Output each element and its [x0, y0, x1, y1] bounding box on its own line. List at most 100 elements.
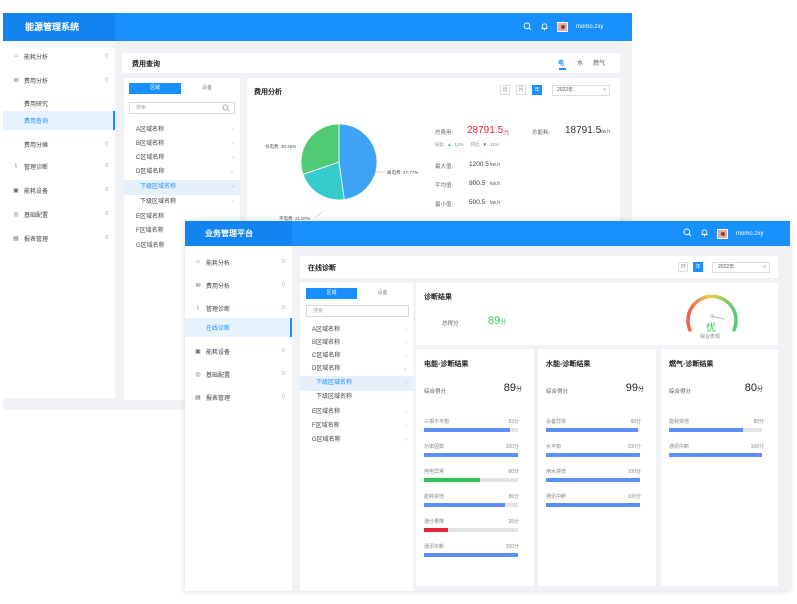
- chevron-down-icon: ⌄: [229, 169, 234, 175]
- period-day-button[interactable]: 日: [500, 85, 510, 95]
- stat-avg-value: 900.5: [469, 180, 486, 187]
- sidebar-item-cost-analysis[interactable]: ✉ 费用分析 0: [13, 77, 108, 85]
- analysis-title: 费用分析: [254, 89, 282, 96]
- region-item[interactable]: G区域名称: [136, 243, 165, 249]
- period-day-button[interactable]: 日: [678, 262, 688, 272]
- stat-min-unit: kw.h: [490, 200, 501, 206]
- page-header: 费用查询 电 水 燃气: [122, 53, 620, 73]
- search-icon[interactable]: [222, 104, 230, 116]
- metric-label: 用水突增: [546, 469, 567, 475]
- metric-label: 通讯中断: [546, 494, 567, 500]
- stat-avg-unit: kw.h: [490, 181, 501, 187]
- panel-title: 燃气-诊断结果: [669, 361, 714, 368]
- pie-leader-lines: [303, 147, 386, 219]
- diagnosis-panel: 水能-诊断结果 综合得分 99分 设备异常 98分 水平衡 100分 用水突增 1…: [538, 349, 656, 586]
- total-energy-unit: kw.h: [600, 129, 611, 135]
- metric-bar-fill: [546, 503, 640, 507]
- region-item[interactable]: F区域名称: [136, 228, 164, 234]
- year-select[interactable]: 2022年 ≡: [712, 262, 770, 273]
- region-item[interactable]: G区域名称 ›: [300, 433, 413, 448]
- tab-device[interactable]: 设备: [357, 288, 408, 299]
- chevron-right-icon: ›: [405, 327, 407, 333]
- avatar[interactable]: [717, 228, 728, 239]
- pie-slice-valley[interactable]: [300, 123, 340, 175]
- region-item[interactable]: F区域名称 ›: [300, 419, 413, 434]
- total-energy-value: 18791.5: [565, 125, 602, 136]
- region-item[interactable]: A区域名称 ›: [124, 123, 240, 138]
- sidebar-item-energy-analysis[interactable]: ⌂ 能耗分析 0: [185, 255, 292, 269]
- tab-region[interactable]: 区域: [129, 83, 181, 94]
- metric-bar: [424, 478, 518, 482]
- region-item[interactable]: E区域名称: [136, 214, 165, 220]
- total-cost-label: 总费用:: [435, 130, 454, 136]
- pie-slice-peak[interactable]: [338, 123, 378, 201]
- metric-bar-fill: [424, 478, 481, 482]
- sidebar-item-basic-config[interactable]: ◎ 基础配置 0: [195, 371, 285, 379]
- sidebar-item-management-diagnosis[interactable]: ⌇ 管理诊断 0: [3, 159, 115, 173]
- sidebar-item-online-diagnosis[interactable]: 在线诊断: [185, 318, 292, 337]
- region-item[interactable]: E区域名称 ›: [300, 405, 413, 420]
- cost-comparison: 同比 ▲ 12% 环比 ▼ 11%: [435, 142, 499, 147]
- region-item[interactable]: C区域名称 ›: [124, 151, 240, 166]
- subregion-item[interactable]: 下级区域名称 ›: [124, 195, 240, 210]
- tab-gas[interactable]: 燃气: [593, 61, 606, 67]
- chevron-right-icon: ›: [405, 380, 407, 386]
- top-bar: 能源管理系统 momo.zxy: [3, 13, 632, 41]
- sidebar-item-report-management[interactable]: ▤ 报表管理 0: [195, 394, 285, 402]
- tab-region[interactable]: 区域: [306, 288, 357, 299]
- mail-icon: ✉: [195, 282, 201, 289]
- region-item[interactable]: A区域名称 ›: [300, 323, 413, 338]
- tab-water[interactable]: 水: [577, 61, 584, 67]
- tab-device[interactable]: 设备: [181, 83, 233, 94]
- sidebar-item-cost-research[interactable]: 费用研究: [24, 101, 49, 108]
- sidebar-item-basic-config[interactable]: ◎ 基础配置 0: [13, 211, 108, 219]
- total-score-value: 89分: [488, 315, 507, 327]
- subregion-item[interactable]: 下级区域名称 ›: [124, 180, 240, 195]
- bell-icon[interactable]: [540, 22, 549, 33]
- sidebar-item-energy-devices[interactable]: ▣ 能耗设备 0: [13, 187, 108, 195]
- metric-bar-fill: [546, 478, 640, 482]
- username[interactable]: momo.zxy: [736, 230, 764, 237]
- chevron-right-icon: ›: [405, 437, 407, 443]
- metric-bar-fill: [669, 428, 744, 432]
- sidebar-item-energy-analysis[interactable]: ⌂ 能耗分析 0: [3, 49, 115, 63]
- home-icon: ⌂: [196, 259, 200, 265]
- sidebar-item-cost-analysis[interactable]: ✉ 费用分析 0: [195, 282, 285, 290]
- avatar[interactable]: [557, 22, 568, 32]
- device-icon: ▣: [195, 348, 201, 355]
- sidebar-item-management-diagnosis[interactable]: ⌇ 管理诊断 0: [185, 301, 292, 315]
- subregion-item[interactable]: 下级区域名称: [316, 394, 353, 400]
- period-year-button[interactable]: 年: [693, 262, 703, 272]
- metric-value: 98分: [630, 419, 641, 425]
- panel-title: 电能-诊断结果: [424, 361, 469, 368]
- search-input[interactable]: 搜索: [129, 102, 235, 114]
- sidebar-item-energy-devices[interactable]: ▣ 能耗设备 0: [195, 348, 285, 356]
- bell-icon[interactable]: [700, 228, 709, 239]
- sidebar: ⌂ 能耗分析 0 ✉ 费用分析 0 费用研究 费用查询 费用分摊 0 ⌇ 管理诊断 0 ▣ 能耗…: [3, 41, 115, 398]
- period-month-button[interactable]: 月: [516, 85, 526, 95]
- region-item[interactable]: D区域名称 ⌄: [124, 165, 240, 180]
- region-item[interactable]: C区域名称 ›: [300, 349, 413, 364]
- region-item[interactable]: B区域名称 ›: [124, 137, 240, 152]
- subregion-item[interactable]: 下级区域名称 ›: [300, 376, 413, 391]
- sidebar-item-cost-allocation[interactable]: 费用分摊 0: [24, 141, 108, 149]
- metric-label: 通讯中断: [424, 544, 445, 550]
- pie-slice-flat[interactable]: [302, 161, 345, 201]
- score-gauge: [686, 294, 738, 332]
- settings-icon: ◎: [13, 211, 19, 218]
- search-input[interactable]: 搜索: [306, 305, 409, 317]
- sidebar-item-report-management[interactable]: ▤ 报表管理 0: [13, 235, 108, 243]
- year-select[interactable]: 2022年 ≡: [552, 85, 610, 96]
- stat-min-value: 500.5: [469, 199, 486, 206]
- search-icon[interactable]: [683, 228, 692, 239]
- sidebar-item-cost-query[interactable]: 费用查询: [3, 111, 115, 130]
- region-item[interactable]: B区域名称 ›: [300, 336, 413, 351]
- period-year-button[interactable]: 年: [532, 85, 542, 95]
- tab-electricity[interactable]: 电: [558, 61, 565, 67]
- username[interactable]: momo.zxy: [576, 24, 604, 30]
- search-icon[interactable]: [523, 22, 532, 33]
- top-bar: 业务管理平台 momo.zxy: [185, 221, 790, 246]
- metric-value: 92分: [508, 419, 519, 425]
- settings-icon: ◎: [195, 371, 201, 378]
- region-item[interactable]: D区域名称 ⌄: [300, 362, 413, 377]
